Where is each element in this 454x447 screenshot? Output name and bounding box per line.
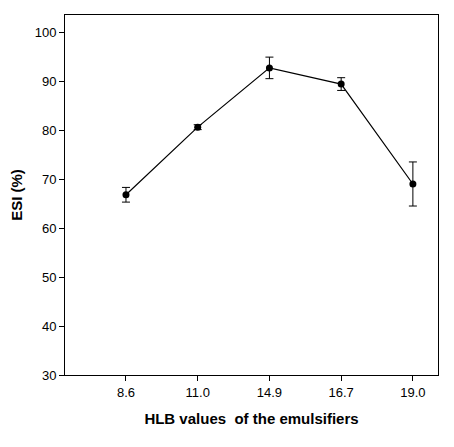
svg-text:ESI (%): ESI (%) — [8, 169, 25, 221]
svg-text:14.9: 14.9 — [257, 385, 282, 400]
svg-text:11.0: 11.0 — [186, 385, 210, 400]
svg-text:40: 40 — [42, 319, 56, 334]
svg-text:16.7: 16.7 — [329, 385, 354, 400]
svg-text:HLB values of the emulsifiers: HLB values of the emulsifiers — [144, 410, 358, 427]
svg-text:19.0: 19.0 — [400, 385, 425, 400]
svg-text:80: 80 — [42, 123, 56, 138]
svg-text:50: 50 — [42, 270, 56, 285]
svg-text:100: 100 — [35, 25, 57, 40]
svg-text:30: 30 — [42, 368, 56, 383]
svg-text:90: 90 — [42, 74, 56, 89]
svg-text:70: 70 — [42, 172, 56, 187]
svg-text:8.6: 8.6 — [117, 385, 135, 400]
svg-text:60: 60 — [42, 221, 56, 236]
